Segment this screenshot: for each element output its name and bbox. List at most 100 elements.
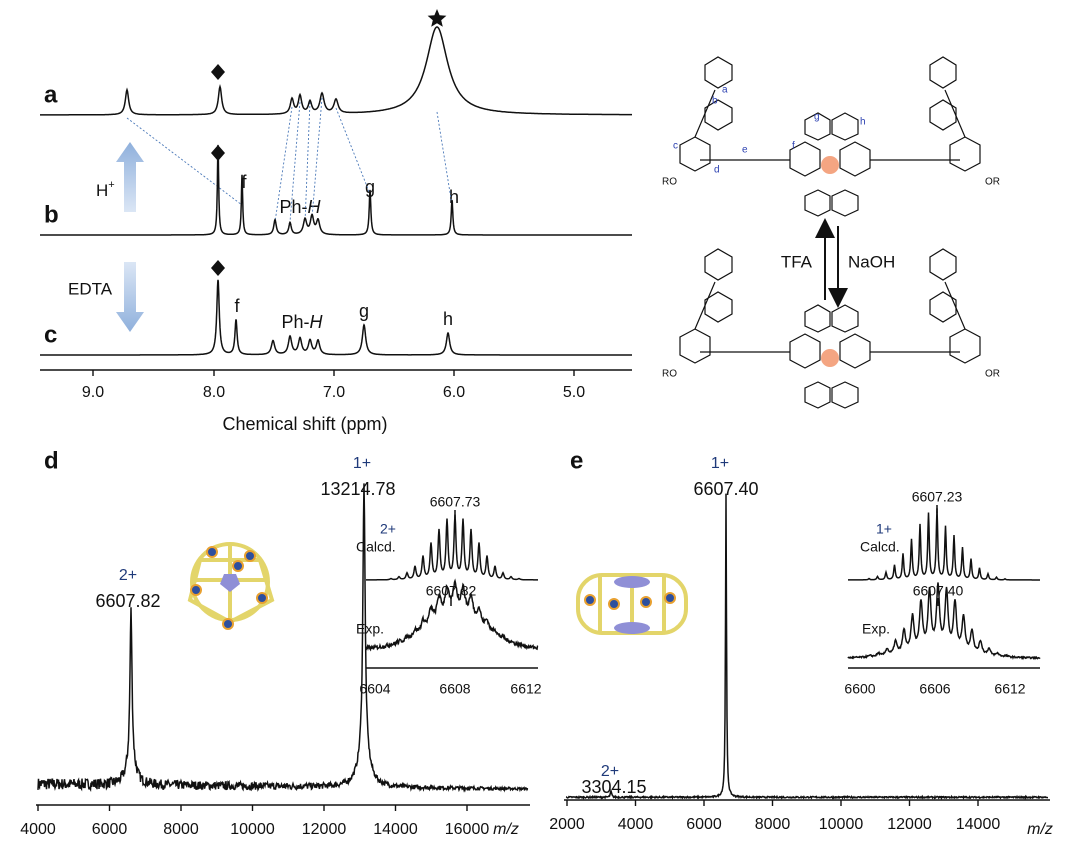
substituent-label: RO [662,177,677,188]
x-tick-label: 4000 [20,821,56,838]
ph-italic: H [308,197,322,217]
inset-tick-label: 6604 [359,681,390,697]
x-tick-label: 6.0 [443,384,465,401]
peak-label: Ph-H [279,197,321,217]
peak-label: 3304.15 [581,777,646,797]
inset-charge: 2+ [380,521,396,537]
x-tick-label: 4000 [618,816,654,833]
peak-label: 13214.78 [320,479,395,499]
x-tick-label: 7.0 [323,384,345,401]
inset-label: Calcd. [860,539,900,555]
peak-label: g [365,177,375,197]
substituent-label: OR [985,177,1000,188]
charge-label: 2+ [119,567,137,584]
ms-d-panel: d 2+ 6607.82 1+ 13214.78 m/z 2+ Calcd. 6… [36,447,542,838]
inset-label: Calcd. [356,539,396,555]
inset-label: Exp. [862,621,890,637]
peak-label: h [449,187,459,207]
inset-peak: 6607.73 [430,494,481,510]
panel-label: d [44,447,59,474]
reagent-label: NaOH [848,252,895,271]
x-tick-label: 6000 [92,821,128,838]
molecule-bottom [679,248,981,409]
arrow-up [116,142,144,212]
reagent-label: TFA [781,252,813,271]
arrow-down [116,262,144,332]
spectrum-trace [847,582,1041,661]
capsule-icon [576,573,688,635]
site-label: c [673,141,678,152]
spectrum-trace [40,144,632,236]
x-tick-label: 6000 [686,816,722,833]
ph-text: Ph- [279,197,307,217]
x-tick-label: 10000 [819,816,864,833]
x-tick-label: 12000 [887,816,932,833]
x-tick-label: 8.0 [203,384,225,401]
acid-sup: + [108,179,114,191]
peak-label: Ph-H [281,312,323,332]
peak-label: h [443,309,453,329]
x-tick-label: 12000 [302,821,347,838]
charge-label: 1+ [353,455,371,472]
inset-tick-label: 6612 [994,681,1025,697]
inset-peak: 6607.23 [912,489,963,505]
ph-italic: H [310,312,324,332]
chelator-label: EDTA [68,279,113,298]
x-axis-label: m/z [1027,821,1053,838]
peak-label: f [234,296,240,316]
ph-text: Ph- [281,312,309,332]
x-tick-label: 2000 [549,816,585,833]
x-tick-label: 10000 [230,821,275,838]
x-tick-label: 14000 [956,816,1001,833]
trace-label: a [44,81,58,108]
diamond-marker [211,64,225,80]
scheme [679,56,981,409]
peak-label: g [359,301,369,321]
x-tick-label: 8000 [163,821,199,838]
site-label: d [714,165,720,176]
x-tick-label: 8000 [755,816,791,833]
site-label: f [792,141,795,152]
nmr-panel: a b c H+ EDTA f g h Ph-H f g h Ph-H 9.0 … [40,9,632,434]
acid-label: H+ [96,179,115,201]
correlation-lines [126,97,453,223]
panel-label: e [570,447,583,474]
star-marker [427,9,447,27]
site-label: g [814,112,820,123]
acid-text: H [96,181,108,200]
molecule-top [679,56,981,217]
spectrum-trace [365,578,539,652]
spectrum-trace [37,483,529,793]
x-axis-label: Chemical shift (ppm) [222,414,387,434]
x-tick-label: 5.0 [563,384,585,401]
x-tick-label: 16000 [445,821,490,838]
charge-label: 2+ [601,763,619,780]
substituent-label: OR [985,369,1000,380]
inset-charge: 1+ [876,521,892,537]
substituent-label: RO [662,369,677,380]
inset-label: Exp. [356,621,384,637]
trace-label: c [44,321,57,348]
site-label: e [742,145,748,156]
spectrum-trace [565,493,1048,801]
site-label: b [712,96,718,107]
site-label: a [722,85,728,96]
inset-tick-label: 6612 [510,681,541,697]
charge-label: 1+ [711,455,729,472]
x-tick-label: 9.0 [82,384,104,401]
peak-label: 6607.40 [693,479,758,499]
diamond-marker [211,260,225,276]
spectrum-trace [366,514,538,581]
inset-tick-label: 6606 [919,681,950,697]
peak-label: f [241,172,247,192]
inset-tick-label: 6600 [844,681,875,697]
trace-label: b [44,201,59,228]
peak-label: 6607.82 [95,591,160,611]
x-axis-label: m/z [493,821,519,838]
spectrum-trace [848,508,1040,581]
inset-tick-label: 6608 [439,681,470,697]
site-label: h [860,117,866,128]
spectrum-trace [40,26,632,116]
